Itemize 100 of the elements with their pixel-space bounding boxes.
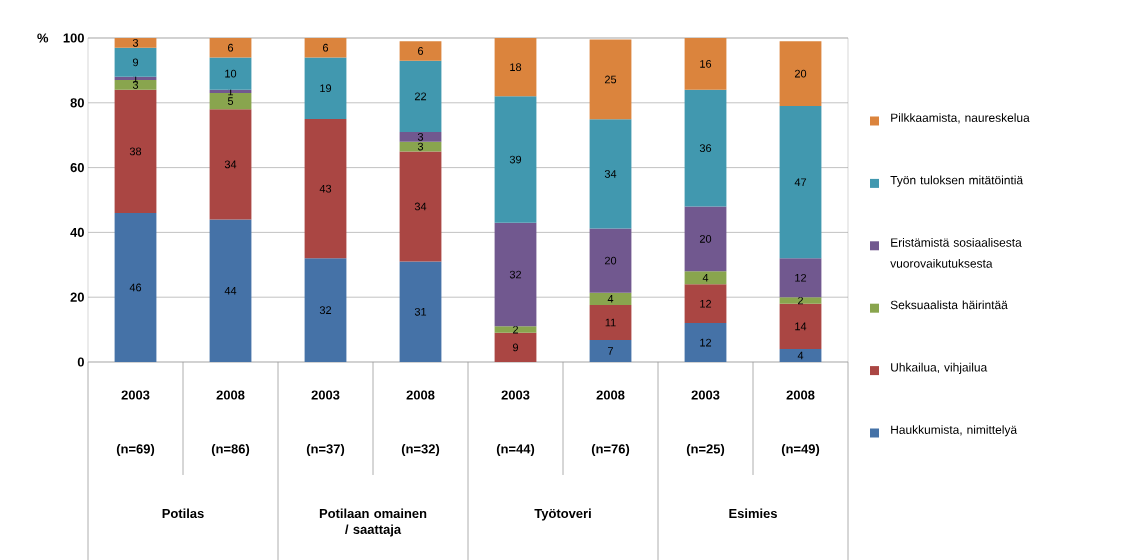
data-label: 9 xyxy=(512,343,519,352)
bar xyxy=(589,119,632,229)
text: Esimies xyxy=(729,508,777,518)
data-label: 43 xyxy=(319,184,332,193)
text: (n=86) xyxy=(211,443,250,456)
y-tick-label: 60 xyxy=(70,162,84,172)
bar xyxy=(304,57,347,119)
bar xyxy=(494,332,537,362)
data-label: 46 xyxy=(129,283,142,292)
data-label: 32 xyxy=(509,270,522,279)
data-label: 2 xyxy=(798,296,804,305)
x-tick-label: 2003 xyxy=(691,390,720,400)
data-label: 3 xyxy=(417,132,424,141)
bar xyxy=(779,41,822,106)
data-label: 25 xyxy=(604,75,617,84)
legend-label: Uhkailua, vihjailua xyxy=(891,362,988,374)
bar xyxy=(399,60,442,132)
legend-label: Eristämistä sosiaalisesta vuorovaikutuksesta xyxy=(890,237,1022,268)
y-tick-label: 40 xyxy=(70,227,84,237)
x-tick-label: 2003 xyxy=(501,390,530,400)
text: (n=69) xyxy=(116,443,155,456)
data-label: 6 xyxy=(323,43,329,52)
bar xyxy=(209,37,252,58)
data-label: 6 xyxy=(228,43,234,52)
data-label: 12 xyxy=(795,273,807,282)
x-tick-label: 2008 xyxy=(596,390,625,400)
bar xyxy=(114,47,157,77)
y-tick-label: 80 xyxy=(70,98,84,108)
data-label: 14 xyxy=(795,322,807,330)
bar xyxy=(779,258,822,298)
data-label: 19 xyxy=(320,84,332,92)
bar xyxy=(684,89,727,207)
bar xyxy=(399,261,442,362)
x-tick-label: 2008 xyxy=(216,390,245,400)
data-label: 3 xyxy=(132,38,139,47)
data-label: 44 xyxy=(224,286,237,295)
bar xyxy=(684,271,727,285)
data-label: 3 xyxy=(417,142,424,151)
x-tick-label: 2008 xyxy=(786,390,815,400)
bar xyxy=(589,339,632,362)
bar xyxy=(779,303,822,349)
bar xyxy=(684,37,727,90)
bar xyxy=(399,131,442,142)
text: (n=49) xyxy=(781,443,820,456)
text: Työtoveri xyxy=(534,508,591,521)
data-label: 4 xyxy=(607,294,614,303)
bar xyxy=(209,109,252,220)
data-label: 2 xyxy=(513,325,519,334)
y-tick-label: 100 xyxy=(63,33,84,43)
data-label: 22 xyxy=(414,92,427,100)
bar xyxy=(589,39,632,120)
data-label: 6 xyxy=(418,46,424,55)
data-label: 9 xyxy=(132,58,139,66)
data-label: 12 xyxy=(700,299,712,308)
text: Potilaan omainen / saattaja xyxy=(319,508,427,537)
bar xyxy=(589,228,632,293)
legend-label: Haukkumista, nimittelyä xyxy=(891,425,1018,437)
data-label: 39 xyxy=(509,155,522,164)
y-axis-title: % xyxy=(37,33,49,43)
bar xyxy=(114,89,157,213)
bar xyxy=(114,212,157,362)
data-label: 18 xyxy=(510,63,522,71)
bar xyxy=(494,37,537,97)
x-tick-label: 2003 xyxy=(311,390,340,400)
bar xyxy=(684,322,727,362)
data-label: 4 xyxy=(797,351,804,360)
bar xyxy=(399,151,442,262)
data-label: 20 xyxy=(604,256,617,265)
bar xyxy=(304,258,347,362)
bar xyxy=(684,206,727,272)
data-label: 20 xyxy=(794,69,807,78)
data-label: 20 xyxy=(699,234,712,243)
bar xyxy=(779,105,822,259)
data-label: 7 xyxy=(608,347,614,355)
bar xyxy=(494,96,537,223)
bar xyxy=(684,284,727,323)
data-label: 34 xyxy=(224,160,237,169)
text: Potilas xyxy=(162,508,204,518)
bar xyxy=(304,37,347,58)
bar xyxy=(779,348,822,362)
data-label: 11 xyxy=(605,318,616,327)
text: (n=25) xyxy=(686,443,725,456)
data-label: 3 xyxy=(132,80,139,89)
data-label: 47 xyxy=(794,178,807,186)
data-label: 12 xyxy=(700,338,712,347)
data-label: 31 xyxy=(414,307,427,316)
data-label: 32 xyxy=(319,306,332,314)
bar xyxy=(114,37,157,48)
data-label: 5 xyxy=(227,97,234,105)
bar xyxy=(209,57,252,90)
text: (n=76) xyxy=(591,443,630,456)
y-tick-label: 20 xyxy=(70,292,84,302)
legend-label: Pilkkaamista, naureskelua xyxy=(891,113,1030,124)
bar xyxy=(399,41,442,61)
bar xyxy=(209,219,252,362)
data-label: 10 xyxy=(225,69,237,78)
bar xyxy=(494,326,537,333)
data-label: 34 xyxy=(414,202,427,211)
text: (n=44) xyxy=(496,443,535,456)
bar xyxy=(779,297,822,304)
